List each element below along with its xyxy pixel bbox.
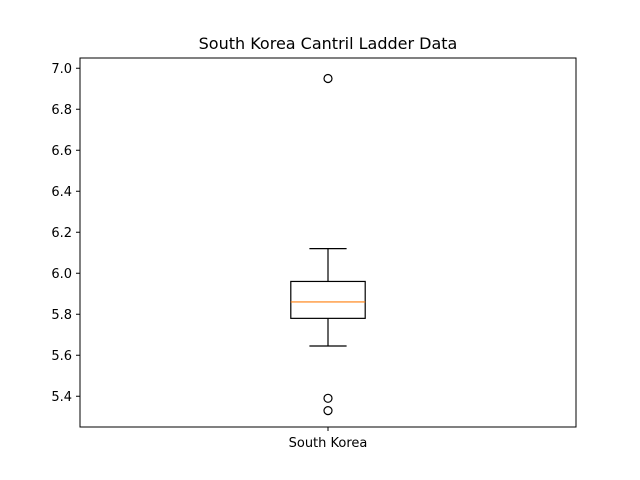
- y-tick-label: 6.4: [51, 185, 72, 200]
- y-tick-label: 5.4: [51, 390, 72, 405]
- y-tick-label: 7.0: [51, 62, 72, 77]
- y-tick-label: 6.0: [51, 267, 72, 282]
- outlier-point: [324, 394, 332, 402]
- y-tick-label: 6.6: [51, 144, 72, 159]
- plot-frame: [80, 58, 576, 427]
- outlier-point: [324, 75, 332, 83]
- y-tick-label: 5.6: [51, 349, 72, 364]
- y-tick-label: 6.2: [51, 226, 72, 241]
- iqr-box: [291, 281, 365, 318]
- x-tick-label: South Korea: [289, 436, 368, 451]
- y-tick-label: 6.8: [51, 103, 72, 118]
- plot-area: 5.4 5.6 5.8 6.0 6.2 6.4 6.6 6.8 7.0 South Korea: [51, 62, 367, 451]
- chart-title: South Korea Cantril Ladder Data: [199, 34, 458, 53]
- y-tick-label: 5.8: [51, 308, 72, 323]
- outlier-point: [324, 407, 332, 415]
